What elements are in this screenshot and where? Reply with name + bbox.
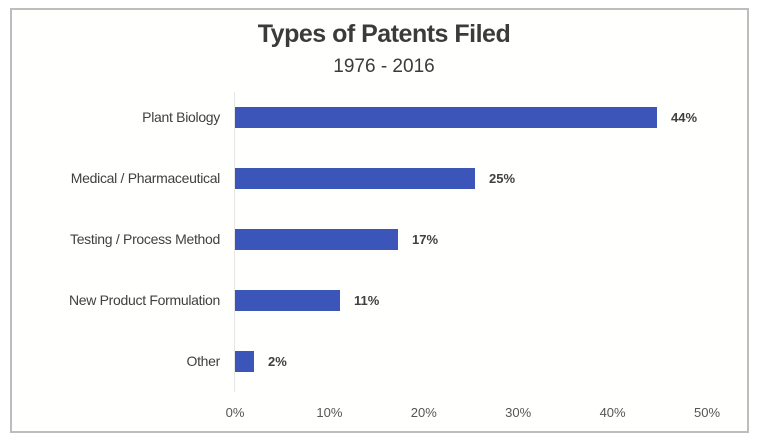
chart-title: Types of Patents Filed: [257, 20, 511, 48]
x-tick-label: 0%: [225, 405, 245, 420]
x-tick-label: 40%: [599, 405, 626, 420]
bar: [235, 107, 657, 128]
bar-value-label: 17%: [412, 232, 439, 247]
bar: [235, 168, 475, 189]
chart-frame: [10, 8, 749, 433]
category-label: Testing / Process Method: [70, 231, 220, 247]
category-label: Medical / Pharmaceutical: [70, 170, 221, 186]
category-label: New Product Formulation: [68, 292, 220, 308]
y-axis-line: [234, 92, 235, 392]
chart-subtitle: 1976 - 2016: [333, 56, 435, 77]
bar-value-label: 11%: [354, 293, 380, 308]
x-tick-label: 30%: [505, 405, 532, 420]
category-label: Other: [186, 353, 220, 369]
x-tick-label: 10%: [316, 405, 343, 420]
bar-value-label: 25%: [489, 171, 516, 186]
bar: [235, 229, 398, 250]
bar: [235, 290, 340, 311]
category-label: Plant Biology: [142, 109, 220, 125]
x-tick-label: 20%: [410, 405, 437, 420]
x-tick-label: 50%: [693, 405, 721, 420]
bar-value-label: 2%: [268, 354, 287, 369]
bar: [235, 351, 254, 372]
bar-value-label: 44%: [671, 110, 698, 125]
